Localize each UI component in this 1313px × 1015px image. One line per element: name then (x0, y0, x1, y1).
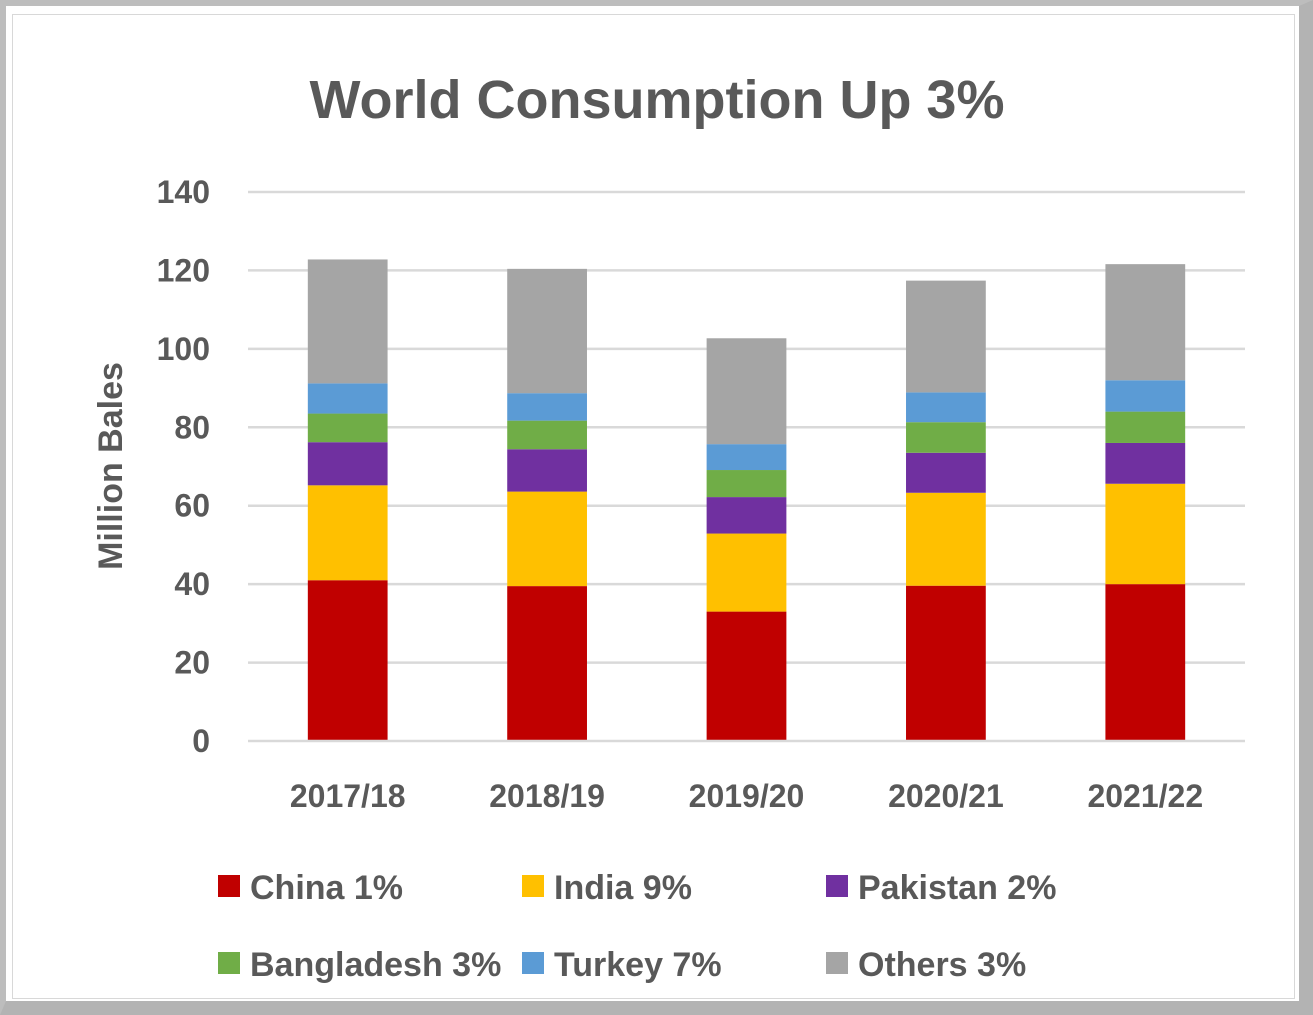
legend-swatch (218, 952, 240, 974)
y-tick-label: 100 (157, 331, 210, 367)
bar-segment-3-0 (307, 413, 388, 443)
y-tick-label: 120 (157, 252, 210, 288)
bar-segment-2-0 (307, 442, 388, 486)
bar-segment-5-2 (706, 338, 787, 445)
bar-segment-0-3 (906, 585, 986, 741)
bar-segment-5-4 (1105, 264, 1186, 381)
bar-segment-0-0 (307, 580, 388, 741)
bar-segment-1-3 (906, 492, 986, 586)
bar-stack-2017-18 (307, 259, 388, 741)
bar-segment-5-3 (906, 280, 986, 393)
bar-stack-2018-19 (507, 268, 587, 741)
bars (307, 259, 1186, 741)
bar-segment-2-3 (906, 452, 986, 493)
bar-segment-4-1 (507, 393, 587, 421)
legend-label: China 1% (250, 869, 403, 907)
bar-segment-0-2 (706, 611, 787, 741)
y-tick-label: 140 (157, 174, 210, 210)
y-tick-label: 60 (174, 488, 210, 524)
legend-swatch (826, 875, 848, 897)
x-axis-ticks: 2017/18 2018/19 2019/20 2020/21 2021/22 (290, 778, 1203, 814)
bar-segment-3-3 (906, 422, 986, 453)
bar-segment-1-1 (507, 491, 587, 587)
legend-swatch (826, 952, 848, 974)
bar-stack-2019-20 (706, 338, 787, 741)
bar-segment-4-2 (706, 444, 787, 471)
x-tick-label: 2020/21 (888, 778, 1004, 814)
chart-title: World Consumption Up 3% (310, 70, 1005, 130)
y-tick-label: 0 (192, 723, 210, 759)
bar-segment-2-4 (1105, 442, 1186, 484)
y-tick-label: 80 (174, 409, 210, 445)
x-tick-label: 2019/20 (689, 778, 805, 814)
legend-swatch (218, 875, 240, 897)
bar-segment-4-4 (1105, 380, 1186, 412)
bar-segment-0-4 (1105, 584, 1186, 741)
y-axis-ticks: 0 20 40 60 80 100 120 140 (157, 174, 210, 759)
bar-segment-1-2 (706, 533, 787, 612)
x-tick-label: 2021/22 (1087, 778, 1203, 814)
y-tick-label: 40 (174, 566, 210, 602)
legend-item: Others 3% (826, 946, 1026, 984)
y-tick-label: 20 (174, 645, 210, 681)
bar-segment-5-1 (507, 268, 587, 394)
legend-item: China 1% (218, 869, 403, 907)
bar-segment-4-0 (307, 383, 388, 414)
bar-segment-3-1 (507, 420, 587, 450)
bar-segment-1-0 (307, 485, 388, 581)
legend: China 1% India 9% Pakistan 2% Bangladesh 3%… (218, 869, 1056, 984)
bar-segment-1-4 (1105, 483, 1186, 585)
bar-segment-4-3 (906, 392, 986, 423)
legend-item: Bangladesh 3% (218, 946, 501, 984)
bar-stack-2020-21 (906, 280, 986, 741)
legend-label: Others 3% (858, 946, 1026, 984)
legend-item: Turkey 7% (522, 946, 722, 984)
bar-segment-2-2 (706, 497, 787, 534)
bar-segment-3-2 (706, 470, 787, 498)
bar-segment-2-1 (507, 449, 587, 492)
bar-segment-3-4 (1105, 411, 1186, 443)
legend-item: Pakistan 2% (826, 869, 1056, 907)
legend-swatch (522, 875, 544, 897)
y-axis-title: Million Bales (92, 362, 130, 570)
legend-label: Bangladesh 3% (250, 946, 501, 984)
bar-segment-5-0 (307, 259, 388, 384)
legend-label: Pakistan 2% (858, 869, 1056, 907)
x-tick-label: 2018/19 (489, 778, 605, 814)
bar-stack-2021-22 (1105, 264, 1186, 741)
legend-item: India 9% (522, 869, 692, 907)
legend-swatch (522, 952, 544, 974)
x-tick-label: 2017/18 (290, 778, 406, 814)
legend-label: Turkey 7% (554, 946, 722, 984)
bar-segment-0-1 (507, 586, 587, 741)
legend-label: India 9% (554, 869, 692, 907)
